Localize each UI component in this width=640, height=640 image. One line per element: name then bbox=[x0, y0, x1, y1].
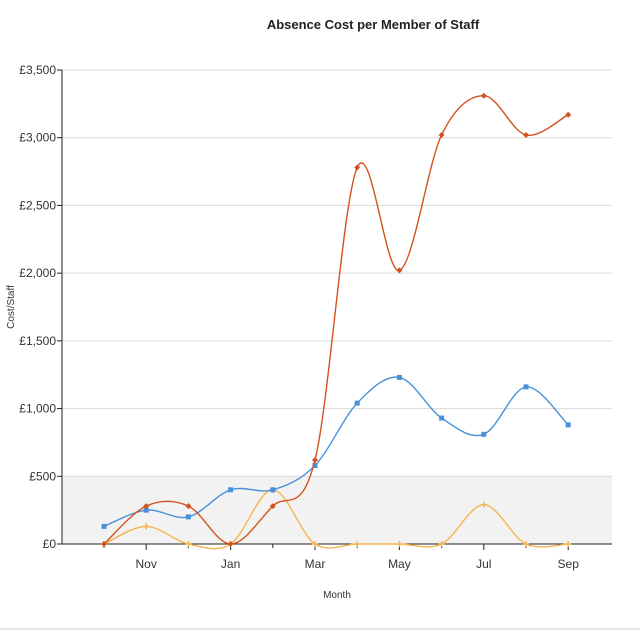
x-tick-label: Mar bbox=[305, 557, 326, 571]
data-point bbox=[101, 523, 107, 529]
data-point bbox=[101, 541, 107, 547]
data-point bbox=[270, 487, 276, 493]
y-axis-label: Cost/Staff bbox=[6, 285, 17, 329]
y-tick-label: £3,500 bbox=[19, 63, 56, 77]
data-point bbox=[143, 523, 150, 530]
data-point bbox=[143, 507, 149, 513]
data-point bbox=[354, 164, 361, 171]
data-point bbox=[523, 541, 529, 547]
y-tick-label: £1,000 bbox=[19, 402, 56, 416]
data-point bbox=[396, 267, 403, 274]
data-point bbox=[185, 514, 191, 520]
y-tick-label: £1,500 bbox=[19, 334, 56, 348]
series-line bbox=[103, 95, 569, 545]
grid-lines bbox=[62, 69, 612, 477]
data-point bbox=[438, 132, 445, 139]
series-1 bbox=[101, 374, 571, 529]
data-point bbox=[480, 501, 487, 508]
series-2 bbox=[101, 92, 572, 547]
chart-title: Absence Cost per Member of Staff bbox=[267, 17, 480, 32]
x-tick-label: Jan bbox=[221, 557, 240, 571]
series-group bbox=[101, 92, 572, 550]
data-point bbox=[354, 541, 361, 547]
data-point bbox=[312, 541, 318, 547]
data-point bbox=[185, 503, 192, 510]
data-point bbox=[565, 422, 571, 428]
data-point bbox=[523, 384, 529, 390]
x-tick-label: Nov bbox=[136, 557, 157, 571]
data-point bbox=[312, 457, 318, 464]
data-point bbox=[565, 541, 572, 547]
data-point bbox=[354, 400, 360, 406]
y-tick-label: £500 bbox=[29, 469, 56, 483]
y-tick-label: £3,000 bbox=[19, 131, 56, 145]
data-point bbox=[227, 541, 234, 547]
x-tick-label: May bbox=[388, 557, 411, 571]
x-tick-label: Sep bbox=[558, 557, 580, 571]
data-point bbox=[228, 487, 234, 493]
x-tick-label: Jul bbox=[476, 557, 491, 571]
data-point bbox=[439, 415, 445, 421]
data-point bbox=[143, 503, 150, 510]
data-point bbox=[523, 132, 529, 139]
data-point bbox=[396, 541, 403, 547]
data-point bbox=[312, 462, 318, 468]
data-point bbox=[481, 431, 487, 437]
y-tick-label: £2,500 bbox=[19, 198, 56, 212]
data-point bbox=[396, 374, 402, 380]
x-axis-label: Month bbox=[323, 590, 351, 601]
data-point bbox=[480, 92, 487, 99]
y-tick-label: £2,000 bbox=[19, 266, 56, 280]
data-point bbox=[438, 541, 445, 547]
data-point bbox=[269, 503, 276, 510]
data-point bbox=[185, 541, 192, 547]
y-tick-label: £0 bbox=[43, 537, 57, 551]
data-point bbox=[565, 111, 572, 118]
axes: £0 £500 £1,000 £1,500 £2,000 £2,500 £3,000 £3,5… bbox=[19, 63, 612, 571]
series-3 bbox=[101, 486, 572, 550]
